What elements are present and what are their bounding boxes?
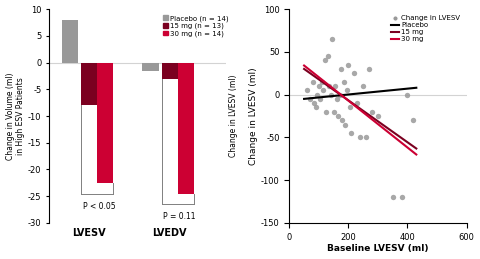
Bar (178, 62, 194, 193)
Point (320, 88, 327, 92)
Point (315, 84, 323, 88)
Point (365, 67, 373, 71)
Bar (97, 62, 113, 183)
Point (398, 195, 406, 199)
X-axis label: Baseline LVESV (ml): Baseline LVESV (ml) (327, 244, 429, 254)
Point (318, 80, 325, 84)
Y-axis label: Change in LVESV (ml): Change in LVESV (ml) (249, 67, 258, 165)
Point (362, 135, 370, 139)
Point (348, 131, 355, 135)
Point (313, 92, 321, 97)
Bar (143, 62, 158, 70)
Y-axis label: Change in Volume (ml)
in High ESV Patients: Change in Volume (ml) in High ESV Patien… (6, 72, 25, 160)
Bar (81, 62, 97, 105)
Point (350, 71, 358, 75)
Bar (162, 62, 178, 78)
Point (334, 114, 342, 118)
Point (338, 118, 346, 122)
Point (374, 114, 382, 118)
Point (325, 84, 333, 88)
Point (345, 63, 352, 67)
Bar (62, 20, 78, 62)
Text: P < 0.05: P < 0.05 (83, 202, 116, 211)
Point (409, 118, 417, 122)
Point (321, 58, 329, 62)
Point (306, 97, 314, 101)
Legend: Change in LVESV, Placebo, 15 mg, 30 mg: Change in LVESV, Placebo, 15 mg, 30 mg (388, 12, 463, 45)
Point (327, 92, 335, 97)
Point (330, 110, 337, 114)
Point (368, 110, 376, 114)
Point (323, 110, 330, 114)
Point (346, 105, 354, 110)
Point (353, 101, 361, 105)
Point (337, 67, 345, 71)
Point (316, 97, 324, 101)
Point (328, 37, 336, 41)
Y-axis label: Change in LVESV (ml): Change in LVESV (ml) (229, 75, 238, 157)
Point (360, 84, 367, 88)
Point (389, 195, 396, 199)
Point (356, 135, 364, 139)
Point (336, 92, 343, 97)
Point (342, 123, 349, 127)
Point (343, 88, 351, 92)
Point (311, 101, 318, 105)
Point (404, 92, 411, 97)
Point (309, 80, 317, 84)
Point (312, 105, 320, 110)
Text: P = 0.11: P = 0.11 (163, 212, 196, 221)
Point (331, 84, 339, 88)
Point (324, 54, 332, 58)
Legend: Placebo (n = 14), 15 mg (n = 13), 30 mg (n = 14): Placebo (n = 14), 15 mg (n = 13), 30 mg … (160, 12, 231, 40)
Point (303, 88, 311, 92)
Point (333, 97, 340, 101)
Point (340, 80, 348, 84)
